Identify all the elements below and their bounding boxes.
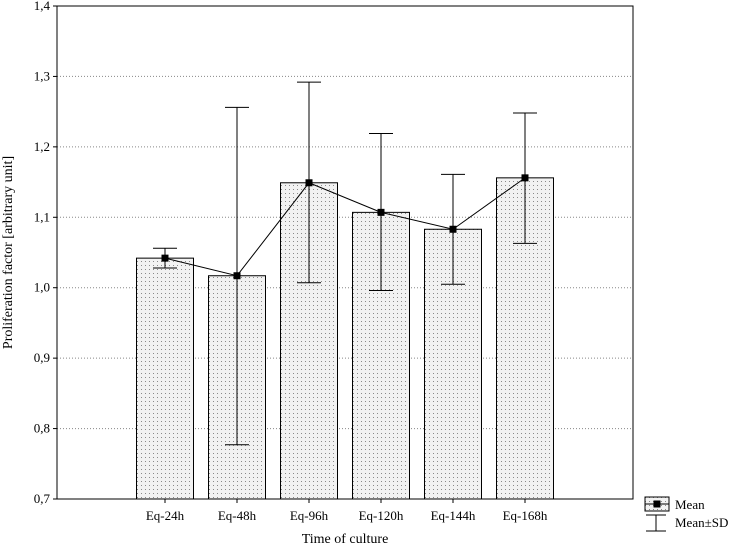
y-tick-label: 1,1 [34,209,50,224]
y-axis-ticks: 0,7 0,8 0,9 1,0 1,1 1,2 1,3 1,4 [34,0,57,506]
y-tick-label: 1,4 [34,0,51,13]
x-tick-label: Eq-24h [146,508,185,523]
mean-point [449,225,457,233]
x-axis-label: Time of culture [302,532,389,546]
y-tick-label: 0,7 [34,491,51,506]
y-axis-label: Proliferation factor [arbitrary unit] [1,156,16,349]
bar [136,257,194,500]
mean-point [161,254,169,262]
y-tick-label: 0,8 [34,421,50,436]
x-tick-label: Eq-144h [431,508,476,523]
x-tick-label: Eq-48h [218,508,257,523]
legend-mean-label: Mean [675,497,705,512]
bars [136,177,554,500]
mean-point [521,174,529,182]
y-tick-label: 1,3 [34,68,50,83]
mean-point [377,208,385,216]
mean-point [233,272,241,280]
x-tick-label: Eq-96h [290,508,329,523]
mean-point [305,179,313,187]
legend: Mean Mean±SD [644,496,728,532]
y-tick-label: 1,2 [34,139,50,154]
mean-series-line [164,177,526,277]
x-tick-label: Eq-168h [503,508,548,523]
legend-mean-marker [653,500,661,508]
x-axis-ticks: Eq-24h Eq-48h Eq-96h Eq-120h Eq-144h Eq-168h [146,499,548,523]
x-tick-label: Eq-120h [359,508,404,523]
legend-sd-label: Mean±SD [675,515,728,530]
plot-frame [56,5,634,500]
y-tick-label: 0,9 [34,350,50,365]
mean-line [161,174,529,280]
y-tick-label: 1,0 [34,280,50,295]
